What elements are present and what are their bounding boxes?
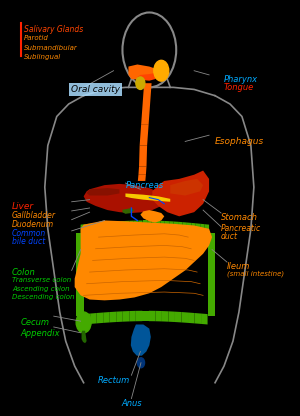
- Text: Common: Common: [12, 229, 46, 238]
- Polygon shape: [141, 104, 150, 125]
- Polygon shape: [129, 220, 134, 231]
- Text: Descending colon: Descending colon: [12, 294, 74, 300]
- Text: (small intestine): (small intestine): [227, 270, 284, 277]
- Polygon shape: [155, 311, 162, 322]
- Polygon shape: [174, 221, 178, 232]
- Text: Appendix: Appendix: [21, 329, 61, 338]
- Polygon shape: [138, 220, 142, 231]
- Text: Cecum: Cecum: [21, 318, 50, 327]
- Polygon shape: [103, 222, 107, 233]
- Polygon shape: [116, 311, 123, 322]
- Text: Pancreas: Pancreas: [125, 181, 164, 190]
- Polygon shape: [89, 223, 94, 234]
- Polygon shape: [98, 223, 103, 233]
- Polygon shape: [107, 222, 112, 233]
- Polygon shape: [81, 224, 85, 235]
- Polygon shape: [134, 220, 138, 231]
- Polygon shape: [147, 220, 152, 231]
- Text: Salivary Glands: Salivary Glands: [24, 25, 83, 34]
- Circle shape: [137, 358, 145, 368]
- Polygon shape: [123, 311, 129, 322]
- Text: Gallbladder: Gallbladder: [12, 211, 56, 220]
- Polygon shape: [87, 188, 119, 196]
- Polygon shape: [160, 221, 165, 231]
- Polygon shape: [138, 166, 146, 175]
- Polygon shape: [149, 311, 155, 321]
- Text: Ileum: Ileum: [227, 262, 250, 271]
- Polygon shape: [205, 224, 209, 235]
- Polygon shape: [94, 223, 98, 234]
- Polygon shape: [128, 64, 158, 80]
- Polygon shape: [116, 221, 121, 232]
- Polygon shape: [125, 193, 170, 202]
- Polygon shape: [208, 233, 215, 316]
- Polygon shape: [103, 312, 110, 323]
- Polygon shape: [175, 312, 181, 322]
- Polygon shape: [165, 221, 169, 232]
- Polygon shape: [84, 184, 164, 213]
- Polygon shape: [142, 83, 152, 104]
- Polygon shape: [110, 312, 116, 322]
- Text: Pancreatic: Pancreatic: [221, 224, 261, 233]
- Text: Submandibular: Submandibular: [24, 45, 78, 50]
- Text: Anus: Anus: [121, 399, 142, 409]
- Circle shape: [154, 60, 169, 81]
- Text: Liver: Liver: [12, 202, 34, 211]
- Polygon shape: [187, 223, 191, 233]
- Polygon shape: [85, 224, 89, 235]
- Text: Transverse colon: Transverse colon: [12, 277, 71, 283]
- Text: duct: duct: [221, 232, 238, 241]
- Polygon shape: [178, 222, 182, 233]
- Polygon shape: [142, 220, 147, 231]
- Polygon shape: [137, 73, 158, 81]
- Text: Parotid: Parotid: [24, 35, 49, 41]
- Polygon shape: [196, 223, 200, 234]
- Polygon shape: [188, 312, 194, 323]
- Polygon shape: [136, 311, 142, 321]
- Circle shape: [76, 312, 91, 333]
- Polygon shape: [170, 179, 203, 196]
- Polygon shape: [121, 221, 125, 232]
- Text: Pharynx: Pharynx: [224, 75, 258, 84]
- Polygon shape: [201, 314, 208, 324]
- Text: Esophagus: Esophagus: [215, 137, 264, 146]
- Polygon shape: [168, 311, 175, 322]
- Polygon shape: [142, 311, 149, 321]
- Polygon shape: [194, 313, 201, 324]
- Polygon shape: [112, 221, 116, 232]
- Polygon shape: [140, 125, 148, 146]
- Polygon shape: [182, 312, 188, 323]
- Text: Duodenum: Duodenum: [12, 220, 54, 229]
- Polygon shape: [139, 146, 147, 166]
- Polygon shape: [76, 233, 84, 316]
- Polygon shape: [75, 220, 212, 300]
- Polygon shape: [138, 175, 146, 181]
- Text: Stomach: Stomach: [221, 213, 258, 222]
- Text: Ascending colon: Ascending colon: [12, 286, 70, 292]
- Text: Oral cavity: Oral cavity: [71, 85, 120, 94]
- Text: bile duct: bile duct: [12, 237, 45, 246]
- Text: Sublingual: Sublingual: [24, 54, 61, 59]
- Polygon shape: [162, 311, 168, 322]
- Polygon shape: [84, 314, 90, 324]
- Polygon shape: [156, 220, 160, 231]
- Polygon shape: [122, 208, 134, 214]
- Circle shape: [136, 77, 145, 89]
- Polygon shape: [191, 223, 196, 234]
- Polygon shape: [169, 221, 174, 232]
- Polygon shape: [82, 331, 87, 343]
- Polygon shape: [129, 311, 136, 322]
- Polygon shape: [152, 171, 209, 216]
- Polygon shape: [152, 220, 156, 231]
- Polygon shape: [90, 313, 97, 324]
- Text: Rectum: Rectum: [98, 376, 130, 386]
- Polygon shape: [97, 312, 103, 323]
- Polygon shape: [200, 224, 205, 235]
- Polygon shape: [131, 324, 151, 356]
- Polygon shape: [125, 221, 129, 231]
- Text: Colon: Colon: [12, 268, 36, 277]
- Polygon shape: [182, 222, 187, 233]
- Polygon shape: [140, 210, 164, 223]
- Text: Tongue: Tongue: [224, 83, 254, 92]
